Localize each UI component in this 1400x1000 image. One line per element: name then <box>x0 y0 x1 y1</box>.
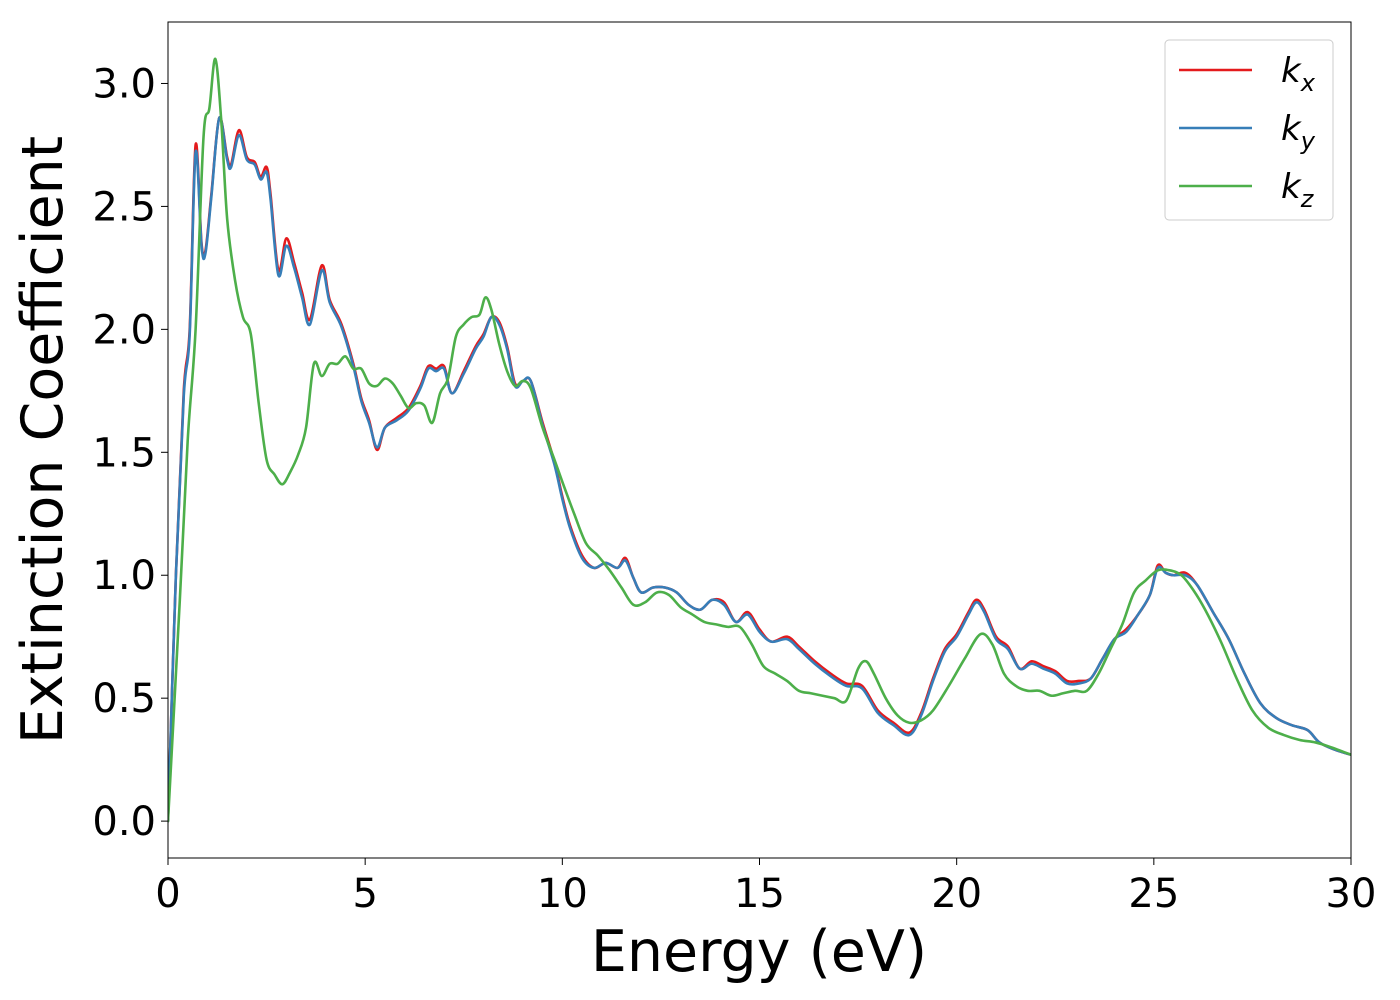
series-layer <box>168 57 1351 823</box>
y-axis: 0.0 0.5 1.0 1.5 2.0 2.5 3.0 <box>92 61 168 845</box>
legend-label-y: ky <box>1281 109 1316 155</box>
y-tick-label: 2.5 <box>92 184 156 230</box>
y-tick-label: 0.0 <box>92 799 156 845</box>
x-tick-label: 20 <box>931 871 982 917</box>
x-tick-label: 30 <box>1326 871 1377 917</box>
x-axis: 0 5 10 15 20 25 30 <box>155 858 1376 917</box>
series-line-x <box>168 116 1351 823</box>
x-axis-label: Energy (eV) <box>591 919 927 985</box>
y-tick-label: 0.5 <box>92 676 156 722</box>
y-tick-label: 1.5 <box>92 430 156 476</box>
legend: kx ky kz <box>1164 39 1334 221</box>
x-tick-label: 25 <box>1128 871 1179 917</box>
legend-frame <box>1164 39 1334 221</box>
series-line-y <box>168 116 1351 823</box>
legend-label-z: kz <box>1281 167 1315 213</box>
y-tick-label: 3.0 <box>92 61 156 107</box>
y-axis-label: Extinction Coefficient <box>10 136 76 744</box>
legend-label-x: kx <box>1281 51 1316 97</box>
x-tick-label: 10 <box>537 871 588 917</box>
x-tick-label: 15 <box>734 871 785 917</box>
y-tick-label: 1.0 <box>92 553 156 599</box>
x-tick-label: 0 <box>155 871 180 917</box>
y-tick-label: 2.0 <box>92 307 156 353</box>
x-tick-label: 5 <box>352 871 377 917</box>
series-line-z <box>168 57 1351 823</box>
